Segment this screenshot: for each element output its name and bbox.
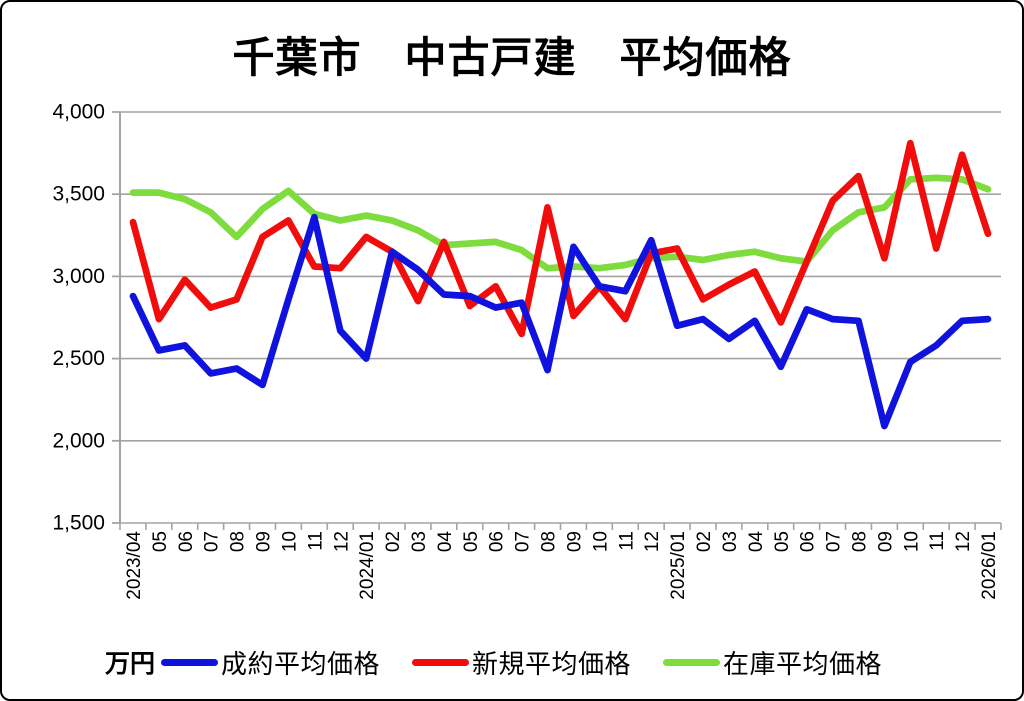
x-axis-label: 10 (590, 531, 611, 552)
x-axis-label: 05 (772, 531, 793, 552)
y-axis-label: 4,000 (52, 101, 105, 124)
x-axis-label: 07 (513, 531, 534, 552)
x-axis-label: 2024/01 (357, 531, 378, 600)
x-axis-label: 11 (305, 531, 326, 551)
series-line-contract (129, 213, 992, 430)
y-axis-label: 1,500 (52, 512, 105, 535)
legend-item-new-listing: 新規平均価格 (412, 644, 631, 681)
y-axis-label: 3,500 (52, 183, 105, 206)
inventory-series-swatch (663, 658, 721, 666)
x-axis-label: 12 (642, 531, 663, 552)
new-listing-series-swatch (412, 658, 470, 666)
x-axis-label: 09 (564, 531, 585, 552)
x-axis-label: 05 (150, 531, 171, 552)
x-axis-label: 05 (461, 531, 482, 552)
y-axis-label: 2,000 (52, 429, 105, 452)
x-axis-label: 08 (849, 531, 870, 552)
x-axis-label: 2025/01 (668, 531, 689, 600)
x-axis-label: 03 (409, 531, 430, 552)
legend-label-inventory: 在庫平均価格 (723, 648, 883, 679)
contract-series-swatch (161, 658, 219, 666)
chart-legend: 万円 成約平均価格 新規平均価格 在庫平均価格 (105, 644, 914, 680)
x-axis-label: 02 (694, 531, 715, 552)
x-axis-label: 06 (176, 531, 197, 552)
x-axis-label: 04 (435, 531, 456, 553)
x-axis-label: 10 (279, 531, 300, 552)
series-line-new-listing (129, 139, 992, 338)
x-axis-label: 03 (720, 531, 741, 552)
chart-title: 千葉市 中古戸建 平均価格 (232, 34, 792, 81)
x-axis-label: 12 (953, 531, 974, 552)
x-axis-label: 08 (228, 531, 249, 552)
legend-item-inventory: 在庫平均価格 (663, 644, 882, 681)
y-axis-label: 2,500 (52, 347, 105, 370)
legend-label-new-listing: 新規平均価格 (472, 648, 632, 679)
x-axis-label: 08 (539, 531, 560, 552)
x-axis-label: 09 (254, 531, 275, 552)
x-axis-label: 10 (901, 531, 922, 552)
y-axis-label: 3,000 (52, 265, 105, 288)
legend-item-contract: 成約平均価格 (161, 644, 380, 681)
y-axis-unit-label: 万円 (105, 650, 156, 678)
x-axis-label: 11 (927, 531, 948, 551)
x-axis-label: 2026/01 (979, 531, 1000, 600)
x-axis-label: 04 (746, 531, 767, 553)
x-axis-label: 12 (331, 531, 352, 552)
x-axis-label: 07 (202, 531, 223, 552)
x-axis-label: 09 (875, 531, 896, 552)
x-axis-label: 06 (798, 531, 819, 552)
x-axis-label: 02 (383, 531, 404, 552)
x-axis-label: 11 (616, 531, 637, 551)
x-axis-label: 06 (487, 531, 508, 552)
x-axis-label: 2023/04 (124, 531, 145, 600)
x-axis-label: 07 (824, 531, 845, 552)
legend-label-contract: 成約平均価格 (221, 648, 381, 679)
